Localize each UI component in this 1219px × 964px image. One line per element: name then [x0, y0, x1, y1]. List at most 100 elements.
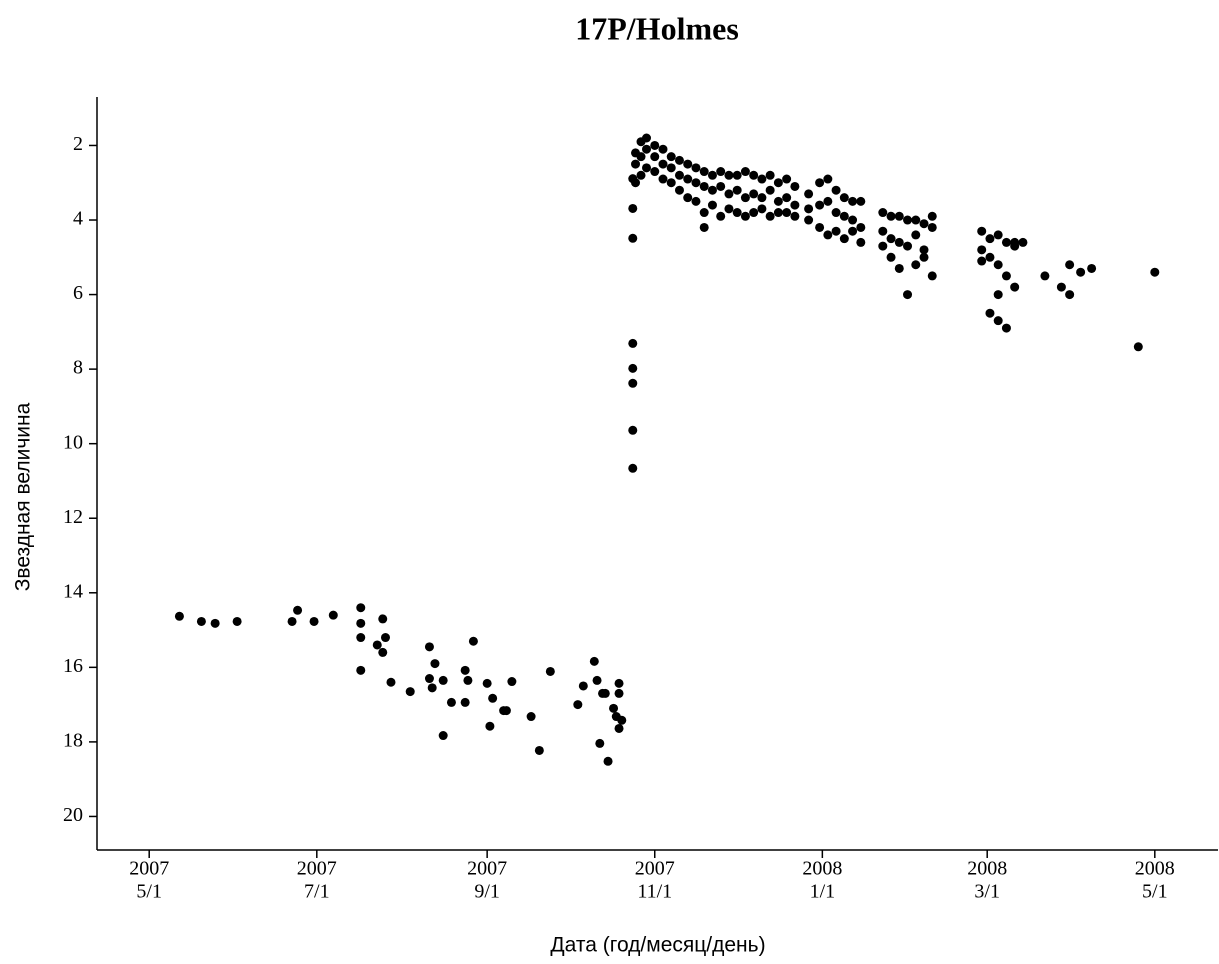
point	[438, 675, 448, 685]
point	[765, 185, 775, 195]
point	[650, 140, 660, 150]
point	[424, 674, 434, 684]
point	[666, 152, 676, 162]
point	[878, 241, 888, 251]
x-tick-label: 2008	[802, 858, 842, 880]
point	[886, 252, 896, 262]
point	[1133, 342, 1143, 352]
x-tick-label: 2007	[635, 858, 675, 880]
x-tick-label: 2007	[297, 858, 337, 880]
point	[894, 211, 904, 221]
point	[691, 163, 701, 173]
point	[600, 688, 610, 698]
point	[831, 185, 841, 195]
point	[732, 185, 742, 195]
point	[804, 189, 814, 199]
point	[815, 200, 825, 210]
point	[894, 237, 904, 247]
point	[749, 170, 759, 180]
point	[578, 681, 588, 691]
y-tick-label: 8	[73, 357, 83, 379]
point	[749, 208, 759, 218]
y-tick-label: 16	[63, 655, 83, 677]
point	[699, 167, 709, 177]
point	[839, 211, 849, 221]
point	[293, 605, 303, 615]
point	[628, 338, 638, 348]
point	[468, 636, 478, 646]
point	[674, 155, 684, 165]
point	[642, 163, 652, 173]
point	[919, 219, 929, 229]
point	[642, 144, 652, 154]
point	[848, 226, 858, 236]
y-tick-label: 10	[63, 431, 83, 453]
point	[804, 215, 814, 225]
point	[628, 363, 638, 373]
point	[174, 611, 184, 621]
point	[699, 208, 709, 218]
point	[356, 633, 366, 643]
point	[424, 642, 434, 652]
point	[716, 211, 726, 221]
point	[378, 614, 388, 624]
point	[740, 193, 750, 203]
point	[1056, 282, 1066, 292]
point	[1087, 263, 1097, 273]
point	[716, 181, 726, 191]
point	[405, 687, 415, 697]
point	[911, 215, 921, 225]
point	[614, 688, 624, 698]
point	[628, 233, 638, 243]
point	[666, 178, 676, 188]
x-tick-label: 5/1	[136, 881, 162, 903]
point	[993, 290, 1003, 300]
point	[927, 222, 937, 232]
point	[903, 241, 913, 251]
point	[631, 178, 641, 188]
point	[380, 633, 390, 643]
x-tick-label: 2008	[1135, 858, 1175, 880]
point	[658, 159, 668, 169]
point	[985, 234, 995, 244]
point	[589, 656, 599, 666]
point	[724, 170, 734, 180]
point	[658, 174, 668, 184]
point	[614, 678, 624, 688]
point	[674, 185, 684, 195]
point	[650, 167, 660, 177]
point	[356, 665, 366, 675]
y-tick-label: 6	[73, 282, 83, 304]
point	[790, 211, 800, 221]
point	[856, 222, 866, 232]
y-tick-label: 20	[63, 804, 83, 826]
point	[683, 193, 693, 203]
point	[740, 167, 750, 177]
point	[617, 715, 627, 725]
point	[985, 252, 995, 262]
point	[356, 603, 366, 613]
point	[691, 196, 701, 206]
point	[356, 618, 366, 628]
point	[1001, 271, 1011, 281]
point	[1001, 237, 1011, 247]
y-tick-label: 14	[63, 580, 83, 602]
point	[628, 378, 638, 388]
y-tick-label: 2	[73, 133, 83, 155]
point	[856, 237, 866, 247]
point	[977, 226, 987, 236]
point	[911, 260, 921, 270]
point	[683, 174, 693, 184]
point	[903, 290, 913, 300]
point	[724, 204, 734, 214]
point	[804, 204, 814, 214]
point	[927, 271, 937, 281]
point	[328, 610, 338, 620]
point	[993, 260, 1003, 270]
point	[463, 675, 473, 685]
point	[848, 196, 858, 206]
point	[707, 170, 717, 180]
x-tick-label: 5/1	[1142, 881, 1168, 903]
point	[782, 174, 792, 184]
y-axis-label: Звездная величина	[12, 402, 35, 591]
